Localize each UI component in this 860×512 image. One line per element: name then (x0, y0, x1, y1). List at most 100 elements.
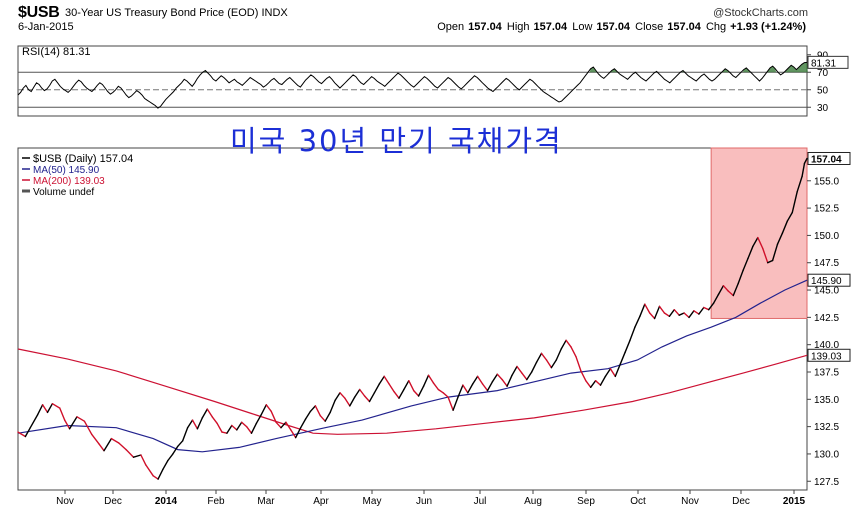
x-tick-label: Jun (416, 496, 432, 507)
x-tick-label: Sep (577, 496, 595, 507)
price-y-tick-label: 135.0 (814, 395, 839, 406)
price-y-tick-label: 137.5 (814, 367, 839, 378)
price-segment (290, 429, 297, 439)
x-tick-label: 2014 (155, 496, 178, 507)
rsi-value-tag: 81.31 (811, 58, 836, 69)
price-segment (437, 388, 444, 394)
price-segment (555, 348, 562, 361)
price-segment (599, 375, 607, 386)
price-segment (516, 365, 523, 374)
price-segment (314, 405, 321, 417)
price-segment (585, 380, 592, 388)
price-segment (250, 422, 258, 434)
price-segment (590, 380, 597, 388)
price-segment (767, 259, 774, 264)
price-y-tick-label: 140.0 (814, 340, 839, 351)
price-segment (304, 410, 312, 420)
price-segment (191, 419, 199, 430)
price-segment (575, 356, 582, 372)
price-segment (570, 346, 577, 358)
legend-label: Volume undef (33, 187, 94, 198)
price-segment (447, 396, 454, 411)
x-tick-label: May (363, 496, 382, 507)
price-segment (329, 399, 336, 414)
price-y-tick-label: 150.0 (814, 231, 839, 242)
price-segment (796, 175, 803, 193)
price-segment (550, 359, 557, 369)
price-segment (240, 421, 248, 428)
x-tick-label: Dec (732, 496, 750, 507)
price-segment (90, 433, 100, 445)
price-segment (41, 404, 49, 414)
rsi-y-tick-label: 70 (817, 68, 829, 79)
price-segment (511, 365, 518, 376)
ma50-value-tag: 145.90 (811, 276, 842, 287)
price-segment (221, 431, 228, 434)
price-segment (708, 302, 715, 311)
price-segment (703, 306, 710, 311)
price-segment (501, 378, 508, 387)
price-segment (236, 421, 243, 431)
price-y-tick-label: 127.5 (814, 477, 839, 488)
price-segment (231, 424, 238, 431)
price-segment (76, 416, 86, 422)
price-segment (181, 427, 189, 442)
price-segment (373, 383, 380, 394)
price-segment (83, 420, 93, 435)
rsi-legend: RSI(14) 81.31 (22, 46, 90, 58)
price-segment (668, 309, 675, 317)
price-segment (467, 383, 474, 394)
price-segment (24, 427, 31, 438)
price-segment (422, 374, 430, 387)
price-y-tick-label: 132.5 (814, 422, 839, 433)
price-segment (491, 373, 498, 383)
attribution-link[interactable]: @StockCharts.com (713, 7, 808, 19)
price-segment (580, 370, 587, 382)
price-segment (673, 309, 680, 316)
price-segment (629, 326, 636, 341)
price-segment (688, 310, 695, 319)
price-segment (398, 388, 405, 399)
price-segment (803, 157, 808, 165)
price-segment (717, 285, 725, 296)
rsi-line (17, 61, 808, 109)
chg-label: Chg (705, 21, 727, 33)
price-segment (125, 448, 135, 458)
close-value: 157.04 (667, 21, 701, 33)
price-segment (152, 475, 159, 480)
price-segment (378, 375, 385, 385)
open-label: Open (437, 21, 465, 33)
price-segment (663, 312, 671, 317)
price-segment (63, 419, 71, 430)
price-segment (786, 211, 793, 222)
price-segment (526, 371, 533, 381)
price-segment (727, 290, 734, 297)
price-segment (693, 310, 700, 315)
price-segment (201, 408, 209, 419)
price-segment (403, 380, 410, 391)
price-segment (683, 312, 690, 319)
price-segment (472, 375, 479, 385)
price-segment (486, 381, 494, 392)
price-segment (658, 305, 666, 314)
ticker-symbol: $USB (18, 4, 60, 21)
price-segment (295, 427, 302, 439)
price-y-tick-label: 152.5 (814, 204, 839, 215)
x-tick-label: Mar (257, 496, 275, 507)
price-segment (791, 190, 798, 214)
x-tick-label: Feb (207, 496, 225, 507)
price-segment (540, 352, 548, 361)
price-segment (408, 380, 415, 392)
rsi-y-tick-label: 50 (817, 85, 829, 96)
price-segment (339, 392, 346, 399)
price-y-tick-label: 142.5 (814, 313, 839, 324)
price-segment (68, 416, 78, 430)
x-tick-label: Dec (104, 496, 122, 507)
price-segment (712, 293, 720, 304)
legend-label: MA(200) 139.03 (33, 176, 105, 187)
price-segment (531, 361, 538, 373)
price-segment (349, 396, 356, 407)
price-y-tick-label: 145.0 (814, 286, 839, 297)
x-tick-label: Jul (474, 496, 487, 507)
x-tick-label: Oct (630, 496, 646, 507)
